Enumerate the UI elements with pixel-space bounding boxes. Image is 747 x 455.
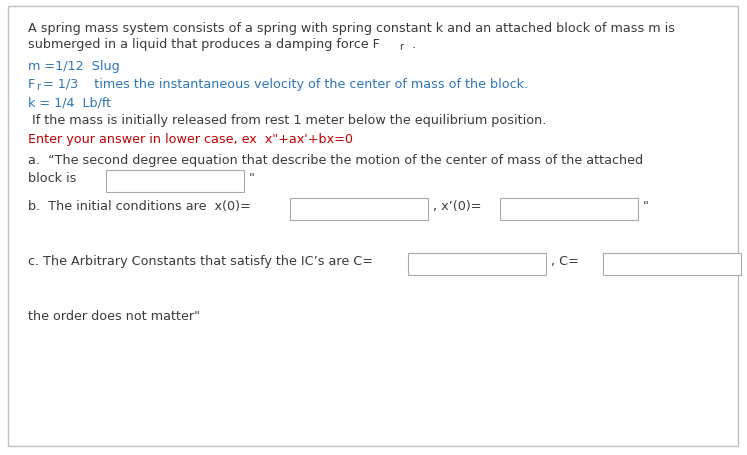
- FancyBboxPatch shape: [408, 253, 546, 275]
- FancyBboxPatch shape: [106, 170, 244, 192]
- Text: = 1/3    times the instantaneous velocity of the center of mass of the block.: = 1/3 times the instantaneous velocity o…: [43, 78, 528, 91]
- Text: block is: block is: [28, 172, 76, 185]
- Text: Enter your answer in lower case, ex  x"+ax'+bx=0: Enter your answer in lower case, ex x"+a…: [28, 133, 353, 146]
- Text: , x’(0)=: , x’(0)=: [433, 200, 482, 213]
- Text: , C=: , C=: [551, 255, 579, 268]
- Text: r: r: [399, 42, 403, 52]
- Text: If the mass is initially released from rest 1 meter below the equilibrium positi: If the mass is initially released from r…: [28, 114, 546, 127]
- Text: a.  “The second degree equation that describe the motion of the center of mass o: a. “The second degree equation that desc…: [28, 154, 643, 167]
- Text: ": ": [249, 172, 255, 185]
- Text: the order does not matter": the order does not matter": [28, 310, 200, 323]
- Text: m =1/12  Slug: m =1/12 Slug: [28, 60, 120, 73]
- Text: A spring mass system consists of a spring with spring constant k and an attached: A spring mass system consists of a sprin…: [28, 22, 675, 35]
- FancyBboxPatch shape: [500, 198, 638, 220]
- Text: ,: ,: [746, 255, 747, 268]
- Text: F: F: [28, 78, 35, 91]
- Text: .: .: [408, 38, 416, 51]
- Text: submerged in a liquid that produces a damping force F: submerged in a liquid that produces a da…: [28, 38, 380, 51]
- Text: ": ": [643, 200, 649, 213]
- FancyBboxPatch shape: [603, 253, 741, 275]
- FancyBboxPatch shape: [8, 6, 738, 446]
- Text: r: r: [36, 82, 40, 92]
- Text: c. The Arbitrary Constants that satisfy the IC’s are C=: c. The Arbitrary Constants that satisfy …: [28, 255, 373, 268]
- Text: b.  The initial conditions are  x(0)=: b. The initial conditions are x(0)=: [28, 200, 251, 213]
- FancyBboxPatch shape: [290, 198, 428, 220]
- Text: k = 1/4  Lb/ft: k = 1/4 Lb/ft: [28, 96, 111, 109]
